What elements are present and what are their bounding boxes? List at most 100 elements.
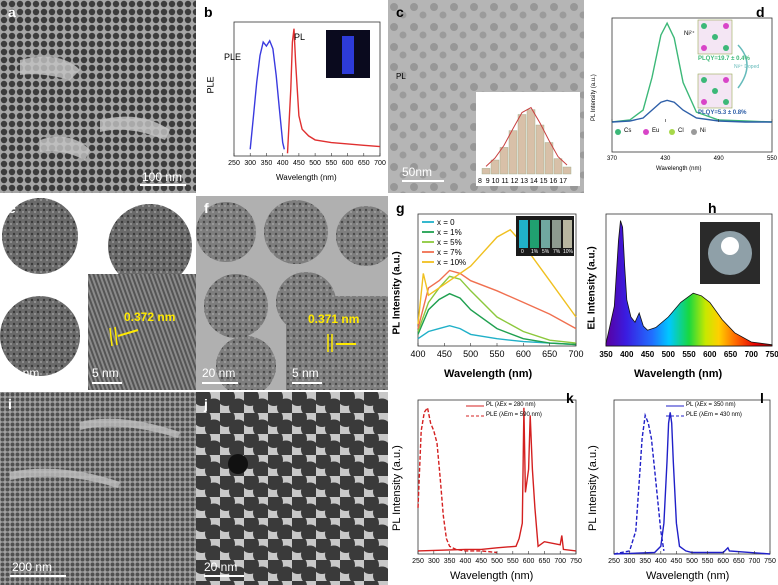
- legend-eu: Eu: [652, 128, 660, 134]
- panel-label-g: g: [396, 200, 405, 216]
- histogram-bar: [553, 158, 563, 175]
- scale-bar: [10, 575, 66, 577]
- x-tick-label: 650: [539, 558, 551, 565]
- x-tick-label: 250: [608, 558, 620, 565]
- x-tick-label: 400: [620, 350, 634, 359]
- chart-g: 400 450 500 550 600 650 700 x = 0x = 1%x = 5%x…: [410, 213, 584, 359]
- y-axis-label: PL Intensity (a.u.): [391, 445, 403, 531]
- x-tick-label: 400: [277, 160, 289, 167]
- y-axis-label: PLE: [205, 76, 216, 94]
- legend-entry: x = 0: [437, 218, 455, 227]
- chart-d: 370 430 490 550: [607, 17, 778, 162]
- x-tick-label: 650: [724, 350, 738, 359]
- scale-bar-label: 200 nm: [12, 560, 53, 574]
- scale-bar: [402, 180, 444, 182]
- x-tick-label: 300: [624, 558, 636, 565]
- scale-bar-label: 20 nm: [204, 560, 238, 574]
- chart-h: 350 400 450 500 550 600 650 700 750: [599, 213, 778, 359]
- panel-l-spectrum: 250 300 350 400 450 500 550 600 650 700 750 l PL (…: [584, 392, 778, 585]
- vial-label-0: 0: [521, 249, 524, 255]
- x-tick-label: 700: [749, 558, 761, 565]
- x-tick-label: 500: [686, 558, 698, 565]
- d-spacing-label: 0.372 nm: [124, 310, 176, 324]
- x-tick-label: 650: [542, 349, 557, 359]
- x-tick-label: 250: [228, 160, 240, 167]
- panel-e-hrtem: e 0.372 nm 10 nm 5 nm: [0, 196, 196, 390]
- crystal-structure-bottom: [697, 73, 733, 109]
- plot-frame: [611, 17, 773, 153]
- panel-label-c: c: [396, 4, 404, 20]
- histogram-bar: [526, 109, 536, 175]
- x-tick-label: 550: [702, 558, 714, 565]
- panel-label-j: j: [204, 396, 208, 412]
- y-axis-label: PL Intensity (a.u.): [591, 74, 597, 121]
- y-axis-label: EL Intensity (a.u.): [586, 246, 598, 330]
- x-tick-label: 450: [641, 350, 655, 359]
- x-axis-label: Wavelength (nm): [450, 570, 534, 582]
- series-line-0: [417, 407, 577, 552]
- histogram-bar: [508, 130, 518, 175]
- inset-scale-bar-label: 5 nm: [292, 366, 319, 380]
- panel-label-d: d: [756, 4, 765, 20]
- series-line-3: [417, 269, 577, 330]
- legend-pl: PL (λEx = 280 nm): [486, 402, 536, 408]
- x-tick-label: 550: [682, 350, 696, 359]
- panel-c-tem-histogram: c PL 50nm 8 9 10 11 12 13 14 15 16 17: [388, 0, 584, 193]
- scale-bar-label: 20 nm: [202, 366, 236, 380]
- x-tick-label: 550: [767, 156, 778, 162]
- vial-label-7: 7%: [553, 249, 561, 255]
- x-tick-label: 370: [607, 156, 618, 162]
- x-tick-label: 350: [639, 558, 651, 565]
- series-line-2: [417, 275, 577, 344]
- pl-side-label: PL: [396, 72, 406, 81]
- legend-pl: PL (λEx = 350 nm): [686, 402, 736, 408]
- panel-h-el-spectrum: 350 400 450 500 550 600 650 700 750 h EL Intensi…: [584, 196, 778, 390]
- plot-frame: [233, 21, 381, 157]
- tem-nanoparticle-hexagonal: [196, 392, 388, 585]
- panel-j-tem-image: j 20 nm: [196, 392, 388, 585]
- x-axis-label: Wavelength (nm): [634, 368, 723, 380]
- gaussian-fit-line: [485, 106, 568, 167]
- legend-entry: x = 10%: [437, 258, 466, 267]
- tem-nanoparticle-array: [0, 392, 196, 585]
- scale-bar: [6, 382, 42, 384]
- x-tick-label: 600: [703, 350, 717, 359]
- crystal-structure-top: [697, 19, 733, 55]
- x-tick-label: 700: [568, 349, 583, 359]
- series-line-1: [611, 99, 772, 123]
- inset-scale-bar-label: 5 nm: [92, 366, 119, 380]
- x-tick-label: 700: [554, 558, 566, 565]
- inset-scale-bar: [292, 382, 322, 384]
- x-tick-label: 500: [309, 160, 321, 167]
- el-spectrum-area: [605, 220, 773, 347]
- x-tick-label: 600: [516, 349, 531, 359]
- panel-a-tem-image: a 100 nm: [0, 0, 196, 193]
- x-tick-label: 700: [745, 350, 759, 359]
- vial-label-10: 10%: [563, 249, 574, 255]
- y-axis-label: PL Intensity (a.u.): [587, 445, 599, 531]
- histogram-bar: [544, 142, 554, 175]
- histogram-bar: [517, 114, 527, 175]
- histogram-ticks: 8 9 10 11 12 13 14 15 16 17: [478, 178, 568, 185]
- x-tick-label: 550: [325, 160, 337, 167]
- panel-d-pl-plqy: 370 430 490 550 d PL Intensity (a.u.) Ni²⁺ …: [584, 0, 778, 193]
- histogram-bar: [481, 168, 491, 175]
- x-tick-label: 300: [244, 160, 256, 167]
- hrtem-image: [0, 196, 196, 390]
- inset-scale-bar: [92, 382, 122, 384]
- series-line-1: [613, 412, 665, 555]
- y-axis-label: PL Intensity (a.u.): [391, 251, 403, 335]
- scale-bar: [204, 575, 244, 577]
- plqy-bottom: PLQY=5.3 ± 0.8%: [698, 110, 747, 116]
- x-tick-label: 350: [444, 558, 456, 565]
- legend-dot-eu: [643, 129, 649, 135]
- scale-bar-label: 50nm: [402, 165, 433, 179]
- legend-cs: Cs: [624, 128, 632, 134]
- x-tick-label: 600: [523, 558, 535, 565]
- scale-bar: [140, 184, 186, 186]
- x-tick-label: 400: [410, 349, 425, 359]
- legend-dot-cs: [615, 129, 621, 135]
- x-tick-label: 600: [717, 558, 729, 565]
- histogram-bar: [562, 166, 572, 175]
- x-axis-label: Wavelength (nm): [646, 570, 730, 582]
